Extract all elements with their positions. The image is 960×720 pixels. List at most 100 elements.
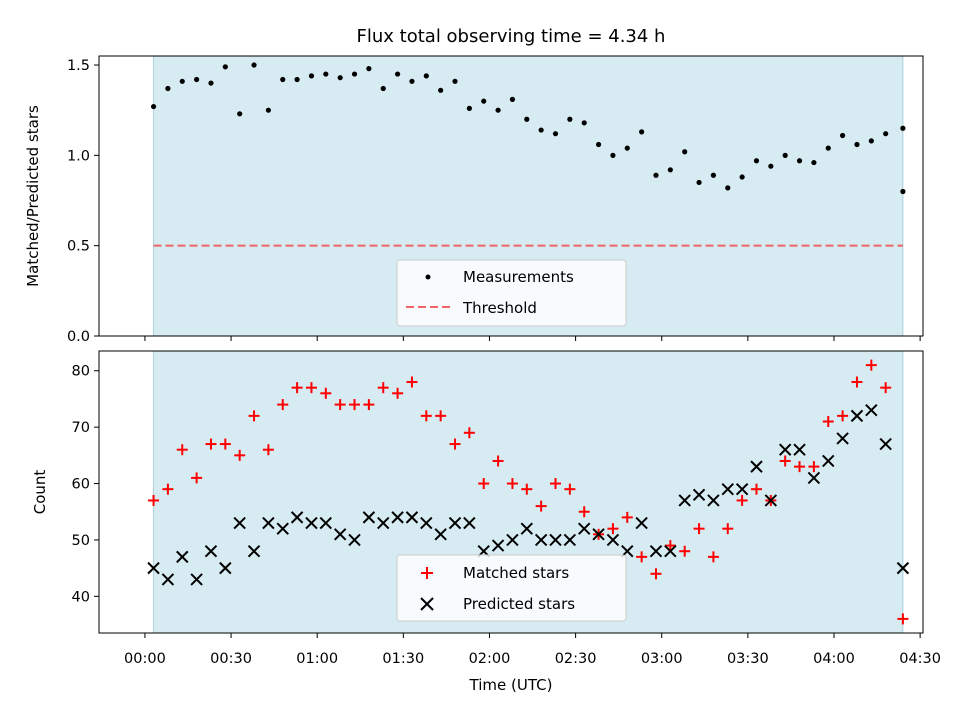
measurement-point (323, 71, 329, 77)
matched-star-point (736, 494, 748, 506)
matched-star-point (851, 376, 863, 388)
matched-star-point (478, 478, 490, 490)
measurement-point (667, 167, 673, 173)
predicted-star-point-b (592, 528, 605, 541)
predicted-star-point-b (707, 494, 720, 507)
predicted-star-point-b (865, 404, 878, 417)
predicted-star-point (664, 545, 677, 558)
predicted-star-point (204, 545, 218, 558)
matched-star-point (248, 410, 260, 422)
predicted-star-point (491, 539, 505, 552)
matched-star-point (176, 444, 188, 456)
predicted-star-point (233, 516, 246, 530)
predicted-star-point-b (290, 511, 304, 524)
legend-x-marker (420, 597, 434, 611)
predicted-star-point (692, 488, 706, 502)
matched-star-point (334, 399, 346, 411)
predicted-star-point-b (563, 533, 577, 547)
matched-star-point (794, 461, 806, 473)
predicted-star-point (865, 404, 878, 417)
measurement-point (739, 174, 745, 180)
measurement-point (682, 149, 688, 155)
predicted-star-point (219, 561, 232, 575)
measurement-point (900, 188, 906, 195)
y-tick-label: 60 (72, 477, 90, 493)
y-tick-label: 0.5 (67, 239, 90, 255)
predicted-star-point-b (348, 533, 361, 547)
predicted-star-point (850, 409, 864, 423)
legend-dot-marker (425, 274, 431, 280)
x-tick-label: 03:30 (727, 651, 769, 667)
measurement-point (768, 163, 774, 169)
legend-plus-marker (421, 567, 433, 579)
predicted-star-point-b (176, 550, 189, 564)
x-tick-label: 04:00 (813, 651, 855, 667)
matched-star-point (463, 427, 475, 439)
predicted-star-point (463, 516, 476, 530)
predicted-star-point-b (850, 409, 864, 423)
predicted-star-point-b (807, 471, 821, 485)
predicted-star-point (822, 454, 835, 468)
measurement-point (308, 73, 315, 79)
bottom-x-axis-label: Time (UTC) (469, 676, 553, 694)
matched-star-point (377, 382, 389, 394)
measurement-point (380, 85, 386, 92)
predicted-stars-series (147, 404, 910, 586)
matched-star-point (822, 416, 834, 427)
predicted-star-point-b (735, 482, 749, 496)
predicted-star-point (333, 528, 347, 541)
y-tick-label: 50 (72, 533, 90, 549)
y-tick-label: 1.5 (67, 58, 90, 74)
matched-star-point (880, 382, 892, 394)
measurement-point (581, 120, 587, 126)
top-axes-frame (98, 55, 924, 337)
matched-star-point (521, 483, 533, 495)
matched-star-point (320, 387, 332, 399)
bottom-x-axis: 00:00 00:30 01:00 01:30 02:00 02:30 03:00 03:30… (124, 633, 941, 667)
predicted-star-point-b (750, 460, 763, 473)
matched-star-point (707, 551, 719, 563)
predicted-star-point (348, 533, 361, 547)
predicted-star-point (836, 432, 849, 445)
predicted-star-point (147, 561, 160, 575)
predicted-star-point (262, 516, 275, 530)
predicted-star-point-b (305, 516, 318, 530)
predicted-star-point-b (506, 533, 519, 547)
x-tick-label: 03:00 (641, 651, 683, 667)
measurement-point (796, 158, 803, 164)
measurement-point (394, 71, 401, 77)
predicted-star-point-b (204, 545, 218, 558)
measurement-point (538, 127, 544, 133)
measurement-point (840, 132, 846, 139)
predicted-star-point-b (333, 528, 347, 541)
predicted-star-point (649, 545, 663, 558)
predicted-star-point (578, 522, 591, 535)
predicted-star-point (161, 573, 175, 586)
matched-star-point (363, 399, 375, 411)
matched-star-point (492, 455, 504, 467)
measurement-point (639, 129, 645, 135)
predicted-star-point-b (233, 516, 246, 530)
measurement-point (509, 96, 516, 102)
predicted-star-point (362, 511, 376, 524)
matched-star-point (679, 545, 691, 557)
measurement-point (811, 159, 817, 166)
measurement-point (466, 105, 472, 111)
measurement-point (179, 78, 185, 84)
predicted-star-point-b (420, 516, 433, 530)
measurement-point (294, 76, 300, 83)
x-tick-label: 01:30 (382, 651, 424, 667)
measurement-point (653, 172, 659, 178)
bottom-legend: Matched stars Predicted stars (396, 554, 627, 622)
predicted-star-point (592, 528, 605, 541)
measurement-point (696, 179, 702, 186)
predicted-star-point (420, 516, 433, 530)
measurement-point (150, 103, 157, 110)
matched-star-point (779, 455, 791, 467)
matched-star-point (406, 376, 418, 388)
predicted-star-point-b (262, 516, 275, 530)
x-tick-label: 02:00 (469, 651, 511, 667)
predicted-star-point-b (822, 454, 835, 468)
matched-star-point (305, 382, 317, 394)
